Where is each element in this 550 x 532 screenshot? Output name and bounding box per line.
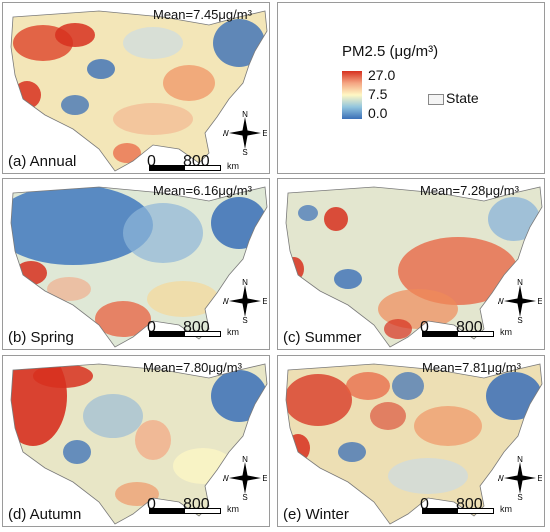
scalebar-winter: 0 800 km bbox=[420, 496, 522, 518]
panel-summer: Mean=7.28μg/m³ (c) Summer 0 800 km N S E… bbox=[277, 178, 545, 350]
scalebar-bar bbox=[149, 331, 221, 337]
legend-min-label: 0.0 bbox=[368, 105, 388, 121]
panel-autumn: Mean=7.80μg/m³ (d) Autumn 0 800 km N S E… bbox=[2, 355, 270, 527]
scalebar-bar bbox=[422, 331, 494, 337]
scalebar-zero: 0 bbox=[420, 496, 429, 513]
legend-panel: PM2.5 (μg/m³) 27.0 7.5 0.0 State bbox=[277, 2, 545, 174]
scalebar-bar bbox=[149, 508, 221, 514]
compass-n: N bbox=[242, 456, 248, 464]
scalebar-bar bbox=[149, 165, 221, 171]
mean-annual: Mean=7.45μg/m³ bbox=[153, 7, 252, 22]
compass-s: S bbox=[517, 316, 522, 323]
compass-icon: N S E W bbox=[223, 279, 267, 323]
panel-spring: Mean=6.16μg/m³ (b) Spring 0 800 km N S E… bbox=[2, 178, 270, 350]
scalebar-unit: km bbox=[500, 327, 512, 337]
mean-spring: Mean=6.16μg/m³ bbox=[153, 183, 252, 198]
legend-state-label: State bbox=[446, 90, 479, 106]
map-annual bbox=[10, 10, 268, 172]
label-autumn: (d) Autumn bbox=[8, 506, 82, 523]
state-swatch bbox=[428, 94, 444, 105]
scalebar-spring: 0 800 km bbox=[147, 319, 249, 341]
scalebar-zero: 0 bbox=[420, 319, 429, 336]
compass-e: E bbox=[262, 297, 267, 306]
label-annual: (a) Annual bbox=[8, 153, 77, 170]
label-spring: (b) Spring bbox=[8, 329, 74, 346]
compass-icon: N S E W bbox=[498, 456, 542, 500]
scalebar-autumn: 0 800 km bbox=[147, 496, 249, 518]
compass-w: W bbox=[223, 474, 229, 483]
scalebar-annual: 0 800 km bbox=[147, 153, 249, 173]
compass-s: S bbox=[242, 316, 247, 323]
mean-winter: Mean=7.81μg/m³ bbox=[422, 360, 521, 375]
scalebar-unit: km bbox=[227, 161, 239, 171]
scalebar-unit: km bbox=[227, 327, 239, 337]
compass-n: N bbox=[242, 279, 248, 287]
label-winter: (e) Winter bbox=[283, 506, 349, 523]
legend-title: PM2.5 (μg/m³) bbox=[342, 43, 439, 60]
map-autumn bbox=[10, 363, 268, 525]
compass-n: N bbox=[242, 111, 248, 119]
compass-icon: N S E W bbox=[223, 456, 267, 500]
compass-n: N bbox=[517, 279, 523, 287]
mean-summer: Mean=7.28μg/m³ bbox=[420, 183, 519, 198]
compass-w: W bbox=[498, 474, 504, 483]
scalebar-bar bbox=[422, 508, 494, 514]
compass-s: S bbox=[242, 493, 247, 500]
label-summer: (c) Summer bbox=[283, 329, 362, 346]
scalebar-unit: km bbox=[227, 504, 239, 514]
compass-w: W bbox=[498, 297, 504, 306]
map-winter bbox=[285, 363, 543, 525]
scalebar-zero: 0 bbox=[147, 319, 156, 336]
compass-s: S bbox=[242, 148, 247, 155]
scalebar-unit: km bbox=[500, 504, 512, 514]
panel-winter: Mean=7.81μg/m³ (e) Winter 0 800 km N S E… bbox=[277, 355, 545, 527]
mean-autumn: Mean=7.80μg/m³ bbox=[143, 360, 242, 375]
compass-w: W bbox=[223, 129, 229, 138]
map-summer bbox=[285, 186, 543, 348]
panel-annual: Mean=7.45μg/m³ (a) Annual 0 800 km N S E… bbox=[2, 2, 270, 174]
compass-n: N bbox=[517, 456, 523, 464]
legend-colorbar bbox=[342, 71, 362, 119]
compass-e: E bbox=[537, 297, 542, 306]
compass-s: S bbox=[517, 493, 522, 500]
legend-max-label: 27.0 bbox=[368, 67, 396, 83]
compass-e: E bbox=[537, 474, 542, 483]
compass-icon: N S E W bbox=[223, 111, 267, 155]
compass-icon: N S E W bbox=[498, 279, 542, 323]
scalebar-summer: 0 800 km bbox=[420, 319, 522, 341]
scalebar-zero: 0 bbox=[147, 153, 156, 170]
map-spring bbox=[10, 186, 268, 348]
compass-e: E bbox=[262, 474, 267, 483]
legend-mid-label: 7.5 bbox=[368, 86, 388, 102]
scalebar-zero: 0 bbox=[147, 496, 156, 513]
compass-w: W bbox=[223, 297, 229, 306]
compass-e: E bbox=[262, 129, 267, 138]
